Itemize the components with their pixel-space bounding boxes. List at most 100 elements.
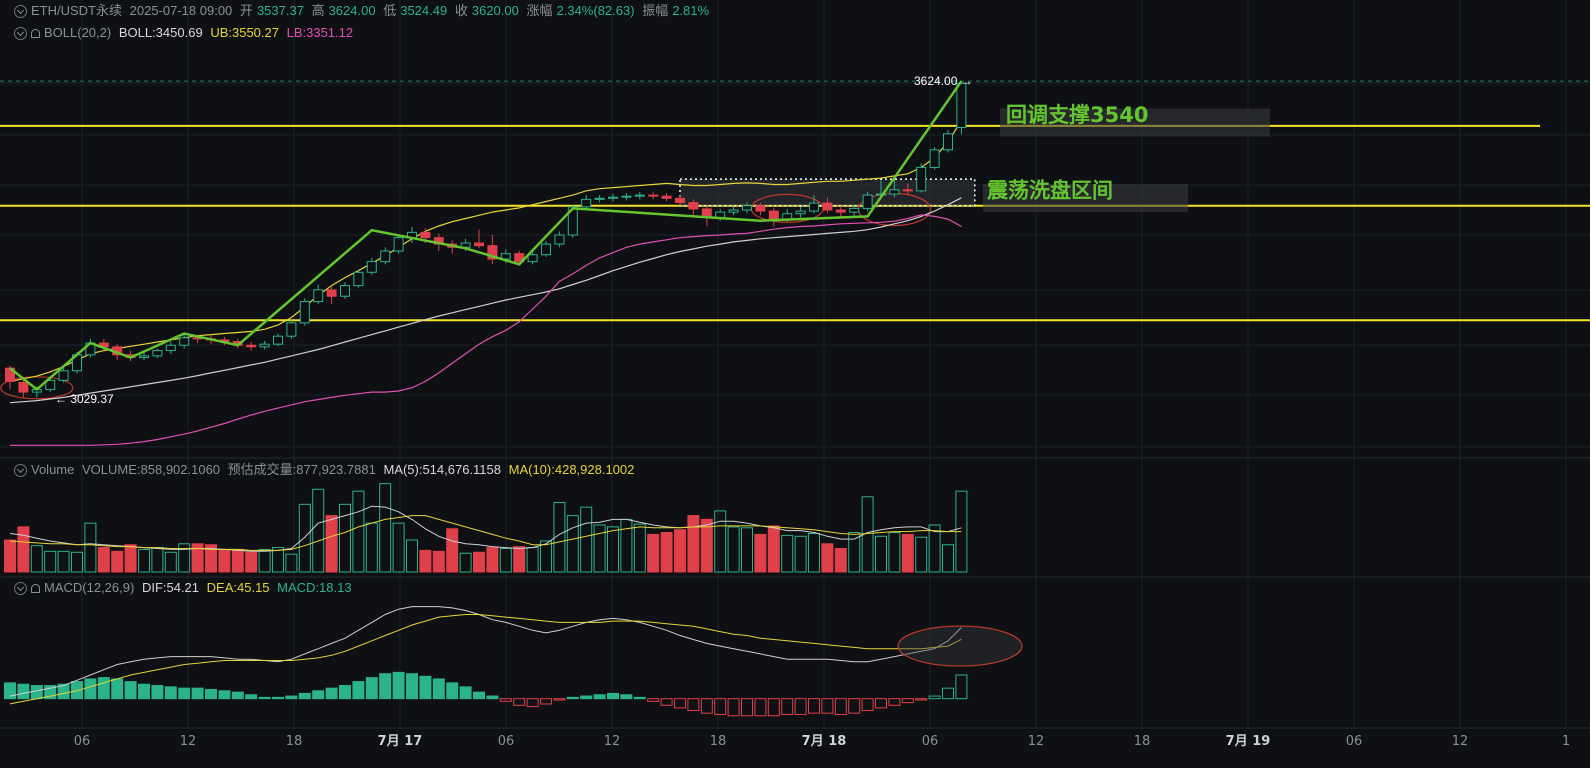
- x-tick-label: 18: [710, 734, 727, 749]
- candle-body: [862, 194, 873, 209]
- volume-bar: [325, 515, 338, 573]
- macd-bar: [540, 698, 552, 705]
- volume-bar: [4, 539, 16, 573]
- macd-bar: [593, 694, 606, 700]
- volume-ma5: MA(5):514,676.1158: [383, 462, 501, 477]
- candle-body: [742, 205, 752, 211]
- volume-bar: [473, 551, 485, 573]
- volume-value: VOLUME:858,902.1060: [82, 462, 221, 477]
- candle-body: [795, 210, 806, 215]
- x-tick-label: 06: [74, 734, 91, 749]
- change-value: 2.34%(82.63): [556, 3, 635, 18]
- volume-bar: [821, 543, 834, 573]
- volume-bar: [44, 550, 57, 573]
- candle-body: [728, 209, 739, 213]
- candle-body: [18, 382, 29, 393]
- boll-legend: BOLL(20,2) BOLL:3450.69 UB:3550.27 LB:33…: [14, 25, 357, 41]
- volume-bar: [365, 522, 378, 573]
- volume-bar: [272, 547, 284, 573]
- volume-bar: [754, 533, 767, 573]
- macd-bar: [955, 674, 968, 700]
- volume-bar: [71, 551, 83, 573]
- macd-bar: [633, 696, 646, 700]
- annotation-consolidation: 震荡洗盘区间: [987, 178, 1113, 202]
- low-price-label: ← 3029.37: [55, 392, 114, 406]
- candle-body: [259, 343, 270, 348]
- macd-bar: [191, 687, 204, 700]
- macd-bar: [97, 677, 110, 700]
- macd-bar: [325, 687, 338, 700]
- volume-bar: [84, 522, 97, 573]
- candle-body: [849, 207, 860, 213]
- volume-bar: [526, 547, 539, 573]
- volume-bar: [633, 523, 646, 573]
- volume-ma10-line: [9, 515, 962, 551]
- volume-bar: [298, 503, 311, 573]
- volume-bar: [714, 510, 727, 573]
- candle-body: [675, 197, 685, 204]
- annotation-box: [1000, 108, 1270, 137]
- highlight-ellipse: [0, 376, 74, 400]
- candle-body: [380, 250, 391, 263]
- candle-body: [634, 194, 645, 197]
- ticker-header: ETH/USDT永续 2025-07-18 09:00 开 3537.37 高 36…: [14, 3, 713, 19]
- macd-dea: DEA:45.15: [206, 580, 270, 595]
- macd-bar: [71, 681, 83, 700]
- macd-bar: [245, 694, 258, 700]
- candle-body: [902, 189, 913, 192]
- candle-body: [594, 197, 605, 200]
- macd-bar: [419, 675, 432, 700]
- annotation-box: [983, 184, 1188, 213]
- macd-bar: [580, 695, 593, 700]
- candle-body: [340, 285, 350, 297]
- macd-bar: [607, 692, 619, 700]
- volume-bar: [942, 544, 954, 573]
- x-tick-label: 12: [1028, 734, 1045, 749]
- open-label: 开: [239, 3, 253, 18]
- macd-bar: [339, 685, 351, 700]
- candle-body: [514, 253, 525, 263]
- candle-body: [768, 210, 779, 220]
- volume-bar: [580, 506, 593, 573]
- macd-bar: [741, 698, 753, 717]
- candle-body: [273, 335, 283, 345]
- candle-body: [916, 166, 927, 192]
- macd-bar: [30, 685, 43, 700]
- macd-bar: [499, 698, 512, 702]
- collapse-icon[interactable]: [14, 27, 27, 40]
- volume-bar: [700, 518, 713, 573]
- macd-bar: [124, 681, 137, 700]
- volume-bar: [928, 524, 941, 573]
- volume-bar: [218, 548, 231, 573]
- amplitude-label: 振幅: [642, 3, 669, 18]
- macd-bar: [566, 696, 579, 700]
- macd-bar: [915, 698, 928, 701]
- open-value: 3537.37: [256, 3, 304, 18]
- macd-dif-line: [9, 606, 962, 697]
- collapse-icon[interactable]: [14, 464, 27, 477]
- collapse-icon[interactable]: [14, 5, 27, 18]
- collapse-icon[interactable]: [14, 582, 27, 595]
- macd-bar: [861, 698, 874, 712]
- bell-icon[interactable]: [31, 584, 40, 593]
- x-axis-ticks: 06 12 18 7月 17 06 12 18 7月 18 06 12 18 7月 19 06 12 1: [74, 734, 1570, 749]
- macd-bar: [942, 687, 954, 700]
- candle-body: [487, 245, 498, 260]
- symbol-label: ETH/USDT永续: [31, 3, 123, 18]
- volume-bar: [888, 532, 901, 573]
- volume-bar: [17, 526, 30, 573]
- candle-body: [313, 289, 324, 303]
- volume-bar: [446, 528, 459, 573]
- macd-bar: [473, 691, 485, 700]
- volume-bar: [392, 522, 405, 573]
- macd-bar: [57, 683, 70, 700]
- candle-body: [581, 198, 592, 208]
- volume-bar: [861, 496, 874, 573]
- volume-bar: [781, 534, 794, 573]
- bell-icon[interactable]: [31, 29, 40, 38]
- volume-ma10: MA(10):428,928.1002: [508, 462, 635, 477]
- volume-label: Volume: [31, 462, 75, 477]
- boll-lower-line: [10, 214, 962, 446]
- macd-bar: [138, 683, 150, 700]
- volume-bar: [915, 536, 928, 573]
